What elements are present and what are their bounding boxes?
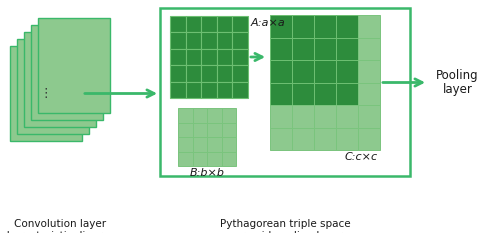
Bar (292, 105, 314, 127)
Bar (186, 16, 201, 32)
Bar (201, 49, 217, 65)
Bar (358, 82, 380, 105)
Bar (358, 60, 380, 82)
Bar (10, 46, 82, 141)
Bar (192, 108, 207, 123)
Bar (217, 49, 232, 65)
Bar (217, 32, 232, 49)
Bar (186, 32, 201, 49)
Bar (178, 108, 192, 123)
Bar (270, 15, 292, 38)
Bar (222, 151, 236, 166)
Bar (314, 60, 336, 82)
Text: Convolution layer
characteristic diagram: Convolution layer characteristic diagram (1, 219, 119, 233)
Bar (24, 32, 96, 127)
Text: C:c×c: C:c×c (345, 152, 378, 162)
Bar (222, 123, 236, 137)
Bar (207, 108, 222, 123)
Bar (207, 137, 222, 151)
Bar (336, 60, 358, 82)
Bar (170, 16, 186, 32)
Bar (207, 151, 222, 166)
Text: A:a×a: A:a×a (251, 18, 286, 28)
Bar (358, 105, 380, 127)
Bar (314, 127, 336, 150)
Bar (358, 38, 380, 60)
Bar (201, 16, 217, 32)
Bar (217, 65, 232, 82)
Bar (314, 15, 336, 38)
Bar (232, 65, 248, 82)
Bar (170, 65, 186, 82)
Bar (186, 65, 201, 82)
Bar (217, 82, 232, 98)
Text: ⋮: ⋮ (40, 87, 52, 100)
Bar (336, 15, 358, 38)
Bar (232, 49, 248, 65)
Text: Pythagorean triple space
pyramid pooling layer: Pythagorean triple space pyramid pooling… (220, 219, 350, 233)
Bar (314, 82, 336, 105)
Bar (201, 82, 217, 98)
Bar (270, 38, 292, 60)
Bar (314, 38, 336, 60)
Bar (270, 82, 292, 105)
Bar (232, 16, 248, 32)
Bar (201, 32, 217, 49)
Bar (160, 8, 410, 176)
Bar (270, 60, 292, 82)
Bar (17, 39, 89, 134)
Bar (192, 137, 207, 151)
Bar (292, 127, 314, 150)
Bar (358, 15, 380, 38)
Bar (336, 82, 358, 105)
Bar (178, 137, 192, 151)
Bar (170, 32, 186, 49)
Text: Pooling
layer: Pooling layer (436, 69, 478, 96)
Bar (192, 151, 207, 166)
Bar (222, 137, 236, 151)
Bar (207, 123, 222, 137)
Bar (201, 65, 217, 82)
Bar (270, 105, 292, 127)
Bar (178, 123, 192, 137)
Bar (292, 38, 314, 60)
Bar (186, 82, 201, 98)
Text: B:b×b: B:b×b (190, 168, 224, 178)
Bar (222, 108, 236, 123)
Bar (38, 18, 110, 113)
Bar (292, 82, 314, 105)
Bar (358, 127, 380, 150)
Bar (217, 16, 232, 32)
Bar (336, 105, 358, 127)
Bar (232, 32, 248, 49)
Bar (314, 105, 336, 127)
Bar (170, 82, 186, 98)
Bar (232, 82, 248, 98)
Bar (336, 127, 358, 150)
Bar (292, 60, 314, 82)
Bar (178, 151, 192, 166)
Bar (336, 38, 358, 60)
Bar (292, 15, 314, 38)
Bar (31, 25, 103, 120)
Bar (170, 49, 186, 65)
Bar (270, 127, 292, 150)
Bar (186, 49, 201, 65)
Bar (192, 123, 207, 137)
